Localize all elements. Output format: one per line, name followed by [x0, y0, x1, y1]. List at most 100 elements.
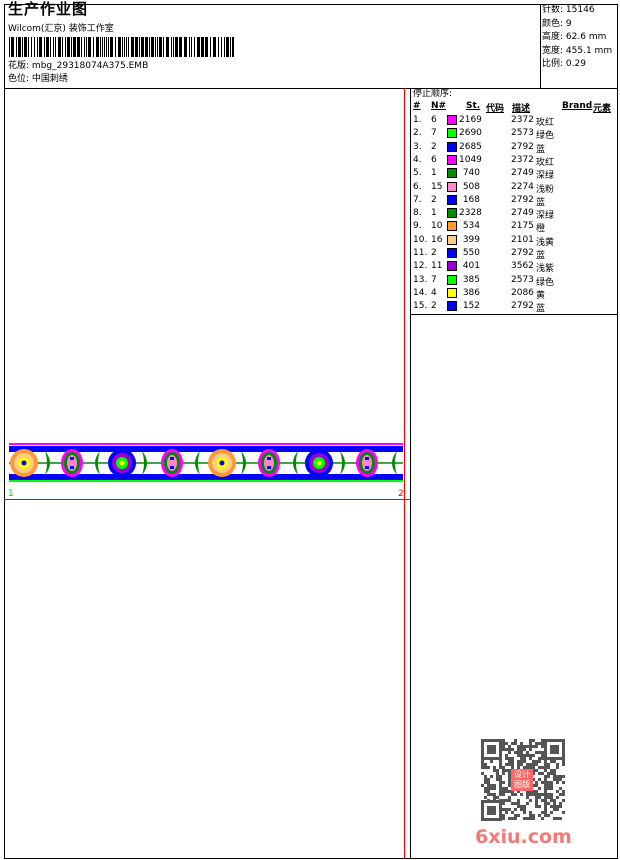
row-index: 10.	[413, 234, 428, 245]
barcode-bar	[115, 37, 116, 57]
row-stitches: 168	[462, 194, 480, 205]
barcode-bar	[108, 37, 109, 57]
row-index: 12.	[413, 261, 428, 272]
barcode-bar	[39, 37, 42, 57]
company-name: Wilcom(汇京) 装饰工作室	[8, 24, 114, 34]
color-swatch	[447, 194, 457, 205]
color-value: 中国刺绣	[31, 74, 68, 84]
row-code: 3562	[511, 261, 534, 272]
barcode-bar	[93, 37, 94, 57]
barcode-bar	[218, 37, 219, 57]
color-swatch	[447, 287, 457, 298]
row-description: 蓝	[536, 197, 546, 208]
barcode-bar	[37, 37, 38, 57]
row-stitches: 740	[462, 168, 480, 179]
row-description: 绿色	[536, 277, 555, 288]
table-row[interactable]: 1. 6 2169 2372 玫红	[413, 114, 613, 128]
stat-value: 455.1 mm	[565, 45, 613, 56]
barcode-bar	[226, 37, 229, 57]
barcode-bar	[179, 37, 182, 57]
row-code: 2792	[511, 248, 534, 258]
row-needle: 11	[431, 261, 443, 272]
end-marker: 2	[398, 489, 404, 499]
barcode-bar	[9, 37, 10, 57]
row-stitches: 2690	[459, 128, 482, 139]
table-row[interactable]: 9. 10 534 2175 橙	[413, 220, 613, 234]
barcode-bar	[210, 37, 211, 57]
table-row[interactable]: 2. 7 2690 2573 绿色	[413, 127, 613, 141]
barcode-bar	[73, 37, 76, 57]
row-index: 2.	[413, 128, 422, 139]
barcode-bar	[135, 37, 138, 57]
col-header-stitches: St.	[466, 101, 481, 111]
color-swatch	[447, 248, 457, 258]
barcode-bar	[28, 37, 29, 57]
row-code: 2573	[511, 274, 534, 285]
row-index: 1.	[413, 115, 422, 125]
barcode-bar	[102, 37, 103, 57]
color-swatch	[447, 168, 457, 179]
row-stitches: 550	[462, 248, 480, 258]
table-row[interactable]: 5. 1 740 2749 深绿	[413, 167, 613, 181]
barcode-bar	[110, 37, 113, 57]
row-code: 2086	[511, 287, 534, 298]
row-index: 5.	[413, 168, 422, 179]
table-row[interactable]: 14. 4 386 2086 黄	[413, 287, 613, 301]
barcode-bar	[124, 37, 125, 57]
table-row[interactable]: 7. 2 168 2792 蓝	[413, 194, 613, 208]
row-index: 9.	[413, 221, 422, 232]
table-row[interactable]: 10. 16 399 2101 浅黄	[413, 234, 613, 248]
table-row[interactable]: 11. 2 550 2792 蓝	[413, 247, 613, 261]
row-stitches: 2685	[459, 141, 482, 152]
row-description: 深绿	[536, 211, 555, 222]
table-row[interactable]: 6. 15 508 2274 浅粉	[413, 181, 613, 195]
row-needle: 1	[431, 208, 437, 219]
color-swatch	[447, 141, 457, 152]
stat-row: 颜色: 9	[542, 19, 572, 30]
row-needle: 2	[431, 194, 437, 205]
table-row[interactable]: 13. 7 385 2573 绿色	[413, 274, 613, 288]
barcode-bar	[104, 37, 105, 57]
row-description: 浅紫	[536, 264, 555, 275]
table-row[interactable]: 12. 11 401 3562 浅紫	[413, 260, 613, 275]
barcode-bar	[65, 37, 66, 57]
table-row[interactable]: 4. 6 1049 2372 玫红	[413, 154, 613, 168]
row-index: 6.	[413, 181, 422, 192]
barcode-bar	[173, 37, 174, 57]
row-code: 2749	[511, 208, 534, 219]
row-index: 7.	[413, 194, 422, 205]
stat-row: 比例: 0.29	[542, 59, 586, 70]
barcode-bar	[171, 37, 172, 57]
barcode-bar	[18, 37, 21, 57]
barcode-bar	[126, 37, 127, 57]
row-stitches: 508	[462, 181, 480, 192]
row-code: 2792	[511, 141, 534, 152]
barcode-bar	[230, 37, 231, 57]
barcode-bar	[159, 37, 162, 57]
stat-value: 0.29	[565, 59, 586, 69]
barcode-bar	[53, 37, 54, 57]
embroidery-design[interactable]	[9, 443, 403, 483]
row-code: 2372	[511, 115, 534, 125]
barcode-bar	[145, 37, 148, 57]
row-index: 13.	[413, 274, 428, 285]
row-stitches: 399	[462, 234, 480, 245]
row-description: 蓝	[536, 304, 546, 315]
row-code: 2175	[511, 221, 534, 232]
row-needle: 10	[431, 221, 443, 232]
table-row[interactable]: 15. 2 152 2792 蓝	[413, 300, 613, 315]
row-stitches: 2169	[459, 115, 482, 125]
row-needle: 2	[431, 248, 437, 258]
barcode-bar	[16, 37, 17, 57]
table-row[interactable]: 8. 1 2328 2749 深绿	[413, 207, 613, 222]
barcode	[9, 37, 234, 57]
row-code: 2792	[511, 301, 534, 312]
col-header-needle: N#	[431, 101, 447, 111]
divider	[4, 88, 618, 89]
color-swatch	[447, 154, 457, 165]
barcode-bar	[221, 37, 222, 57]
barcode-bar	[100, 37, 101, 57]
table-row[interactable]: 3. 2 2685 2792 蓝	[413, 141, 613, 155]
divider	[410, 314, 618, 315]
barcode-bar	[67, 37, 70, 57]
